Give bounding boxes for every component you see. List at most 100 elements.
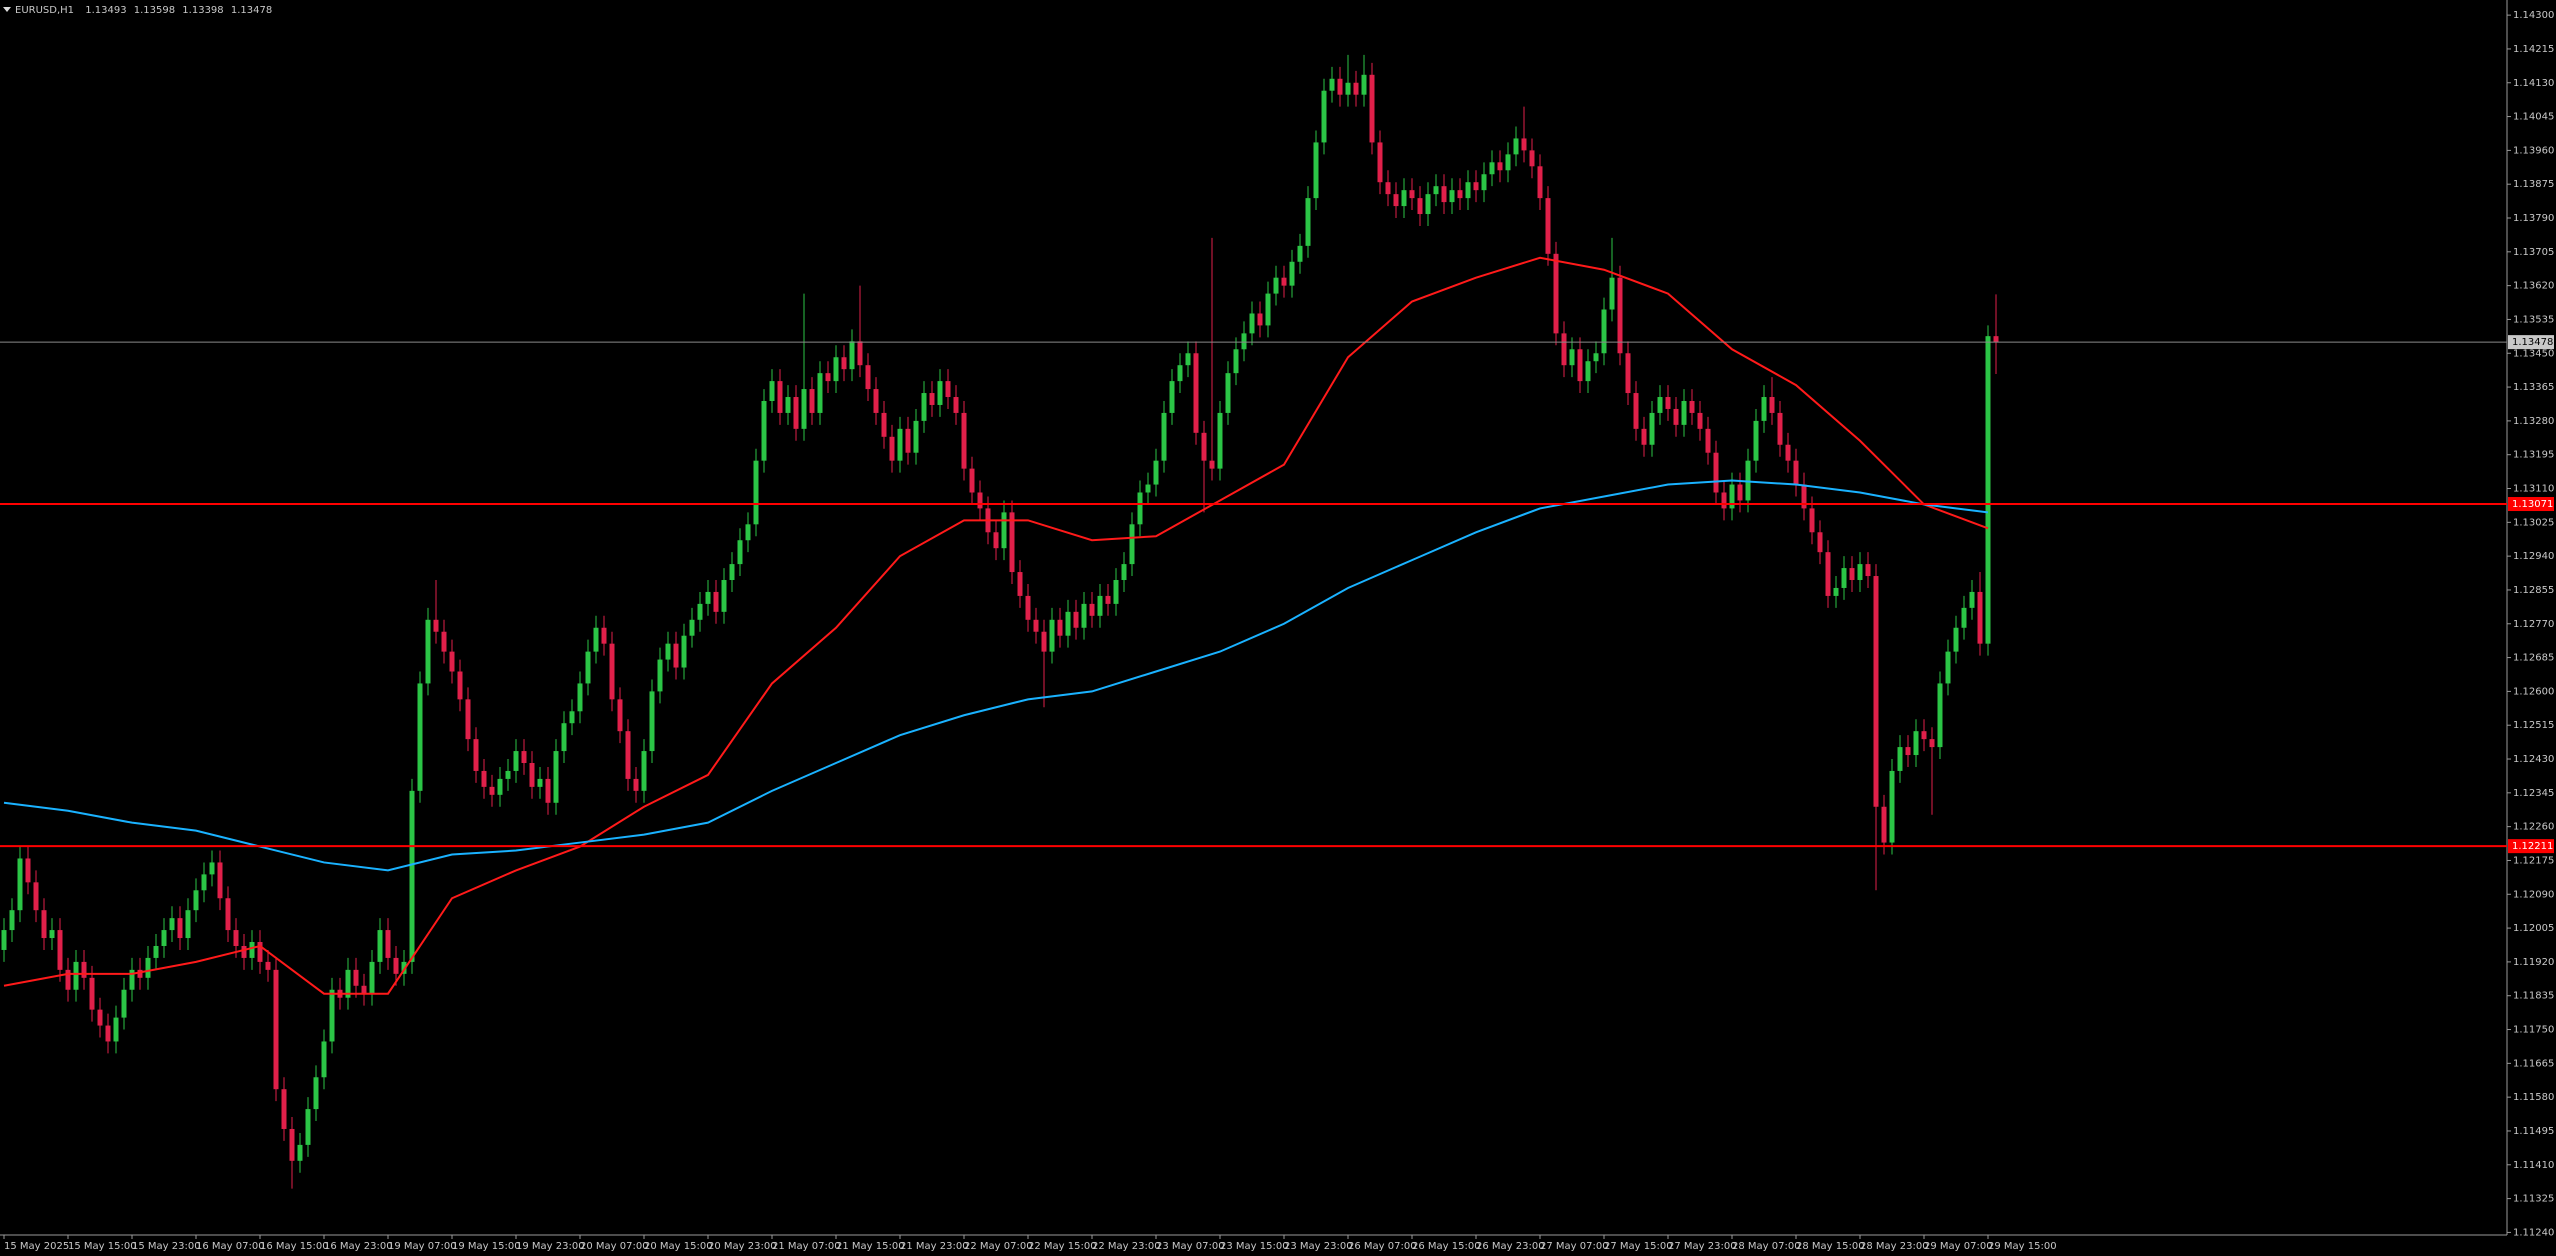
x-tick-label: 27 May 15:00 bbox=[1604, 1241, 1673, 1252]
candle-body bbox=[1441, 186, 1447, 203]
candle-body bbox=[641, 751, 647, 791]
x-tick-label: 26 May 23:00 bbox=[1476, 1241, 1545, 1252]
candle-body bbox=[1321, 90, 1327, 143]
candle-body bbox=[993, 532, 999, 549]
x-tick-label: 22 May 07:00 bbox=[964, 1241, 1033, 1252]
candle-body bbox=[273, 969, 279, 1090]
candle-body bbox=[1161, 412, 1167, 461]
level-label-box bbox=[2508, 497, 2554, 512]
candle-body bbox=[977, 492, 983, 509]
candle-body bbox=[1729, 484, 1735, 509]
candle-body bbox=[1985, 336, 1991, 644]
candle-body bbox=[57, 930, 63, 970]
candle-body bbox=[1169, 381, 1175, 413]
candle-body bbox=[1105, 595, 1111, 604]
candle-body bbox=[961, 412, 967, 469]
candle-body bbox=[801, 389, 807, 429]
candle-body bbox=[329, 989, 335, 1042]
candle-body bbox=[609, 643, 615, 700]
candle-body bbox=[1537, 166, 1543, 199]
candle-body bbox=[1137, 492, 1143, 525]
candle-body bbox=[1481, 174, 1487, 191]
candle-body bbox=[1457, 190, 1463, 199]
candle-body bbox=[1465, 182, 1471, 199]
candle-body bbox=[1697, 412, 1703, 429]
candle-body bbox=[1353, 82, 1359, 95]
candle-body bbox=[1113, 580, 1119, 604]
candle-body bbox=[473, 739, 479, 771]
candle-body bbox=[529, 762, 535, 787]
candle-body bbox=[441, 631, 447, 652]
candle-body bbox=[1625, 353, 1631, 394]
candle-body bbox=[649, 691, 655, 752]
candle-body bbox=[1345, 82, 1351, 95]
candle-body bbox=[1929, 739, 1935, 748]
candle-body bbox=[793, 397, 799, 429]
candle-body bbox=[1873, 576, 1879, 807]
x-tick-label: 29 May 15:00 bbox=[1988, 1241, 2057, 1252]
candle-body bbox=[1721, 492, 1727, 509]
candle-body bbox=[209, 862, 215, 875]
candle-body bbox=[945, 381, 951, 398]
candle-body bbox=[385, 930, 391, 958]
candle-body bbox=[841, 357, 847, 370]
candle-body bbox=[1001, 512, 1007, 549]
candle-body bbox=[1657, 397, 1663, 413]
candle-body bbox=[1193, 353, 1199, 433]
candle-body bbox=[1801, 484, 1807, 509]
candle-body bbox=[1833, 587, 1839, 596]
x-tick-label: 20 May 15:00 bbox=[644, 1241, 713, 1252]
candle-body bbox=[969, 468, 975, 493]
x-tick-label: 23 May 15:00 bbox=[1220, 1241, 1289, 1252]
current-price-label: 1.13478 bbox=[2512, 337, 2553, 348]
candle-body bbox=[345, 969, 351, 998]
candle-body bbox=[1257, 313, 1263, 326]
candle-body bbox=[1473, 182, 1479, 191]
candle-body bbox=[1953, 627, 1959, 652]
candle-body bbox=[1993, 336, 1999, 343]
candle-body bbox=[321, 1041, 327, 1078]
candle-body bbox=[1489, 162, 1495, 175]
candle-body bbox=[1841, 568, 1847, 588]
candle-body bbox=[1777, 412, 1783, 445]
y-tick-label: 1.12175 bbox=[2513, 855, 2554, 866]
x-tick-label: 20 May 23:00 bbox=[708, 1241, 777, 1252]
candle-body bbox=[377, 930, 383, 962]
candle-body bbox=[1569, 349, 1575, 366]
x-tick-label: 28 May 07:00 bbox=[1732, 1241, 1801, 1252]
header: EURUSD,H1 1.13493 1.13598 1.13398 1.1347… bbox=[15, 5, 272, 16]
candle-body bbox=[1665, 397, 1671, 409]
candle-body bbox=[49, 930, 55, 939]
y-tick-label: 1.11750 bbox=[2513, 1025, 2554, 1036]
candle-body bbox=[561, 723, 567, 752]
x-tick-label: 19 May 07:00 bbox=[388, 1241, 457, 1252]
candle-body bbox=[497, 778, 503, 795]
level-label-box bbox=[2508, 839, 2554, 854]
y-tick-label: 1.13535 bbox=[2513, 314, 2554, 325]
candle-body bbox=[1425, 194, 1431, 215]
candle-body bbox=[865, 365, 871, 390]
candle-body bbox=[769, 381, 775, 401]
candle-body bbox=[457, 671, 463, 700]
candle-body bbox=[1201, 432, 1207, 461]
ohlc-open: 1.13493 bbox=[85, 5, 126, 16]
candle-body bbox=[1009, 512, 1015, 573]
candle-body bbox=[1097, 595, 1103, 616]
y-tick-label: 1.11325 bbox=[2513, 1194, 2554, 1205]
x-tick-label: 19 May 15:00 bbox=[452, 1241, 521, 1252]
candle-body bbox=[1377, 142, 1383, 183]
candle-body bbox=[369, 961, 375, 994]
candle-body bbox=[1529, 150, 1535, 167]
menu-triangle[interactable] bbox=[3, 7, 11, 12]
candle-body bbox=[1713, 452, 1719, 493]
candle-body bbox=[25, 858, 31, 883]
y-tick-label: 1.14130 bbox=[2513, 78, 2554, 89]
candle-body bbox=[97, 1009, 103, 1026]
candle-body bbox=[1961, 607, 1967, 628]
candle-body bbox=[1897, 747, 1903, 771]
candle-body bbox=[1817, 532, 1823, 553]
y-tick-label: 1.11240 bbox=[2513, 1227, 2554, 1238]
candle-body bbox=[257, 942, 263, 962]
candle-body bbox=[1369, 74, 1375, 143]
candle-body bbox=[1793, 460, 1799, 485]
